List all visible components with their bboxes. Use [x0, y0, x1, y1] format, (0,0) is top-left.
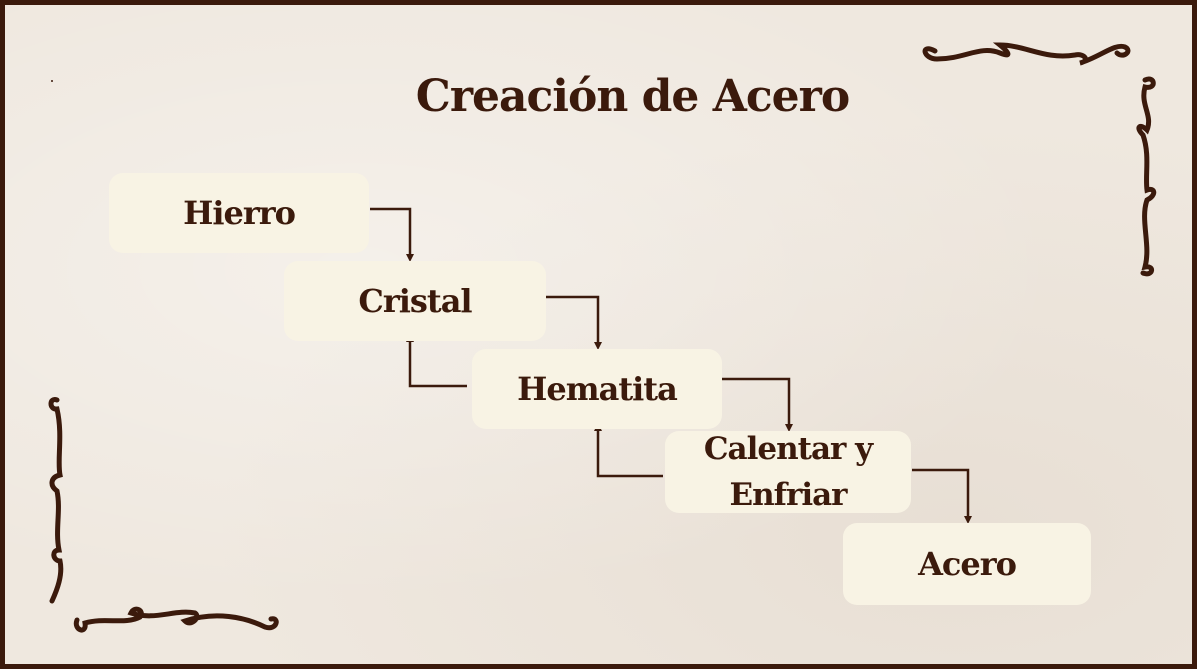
- flourish-bottom-left-vertical: [48, 397, 64, 604]
- flourish-top-right-vertical: [1136, 76, 1157, 277]
- step-hematita: Hematita: [472, 349, 722, 429]
- arrow-calentar-to-acero: [912, 468, 972, 524]
- connector-layer: [370, 207, 972, 524]
- arrow-hematita-to-calentar: [718, 377, 793, 432]
- step-acero-label: Acero: [918, 545, 1017, 583]
- flourish-bottom-left-horizontal: [73, 606, 279, 633]
- arrow-cristal-to-hematita: [542, 295, 602, 350]
- step-calentar-y-enfriar: Calentar y Enfriar: [665, 431, 911, 513]
- arrow-hematita-to-cristal: [406, 334, 467, 388]
- page-title: Creación de Acero: [415, 71, 850, 122]
- step-acero: Acero: [843, 523, 1091, 605]
- step-hierro: Hierro: [109, 173, 369, 253]
- arrow-hierro-to-cristal: [370, 207, 414, 262]
- ornament-layer: [48, 42, 1157, 633]
- step-cristal-label: Cristal: [358, 282, 472, 320]
- step-cristal: Cristal: [284, 261, 546, 341]
- step-calentar-y-enfriar-label: Calentar y Enfriar: [703, 431, 873, 513]
- step-hematita-label: Hematita: [517, 370, 678, 408]
- arrow-calentar-to-hematita: [594, 423, 663, 478]
- flourish-top-right-horizontal: [922, 42, 1131, 66]
- step-hierro-label: Hierro: [183, 194, 296, 232]
